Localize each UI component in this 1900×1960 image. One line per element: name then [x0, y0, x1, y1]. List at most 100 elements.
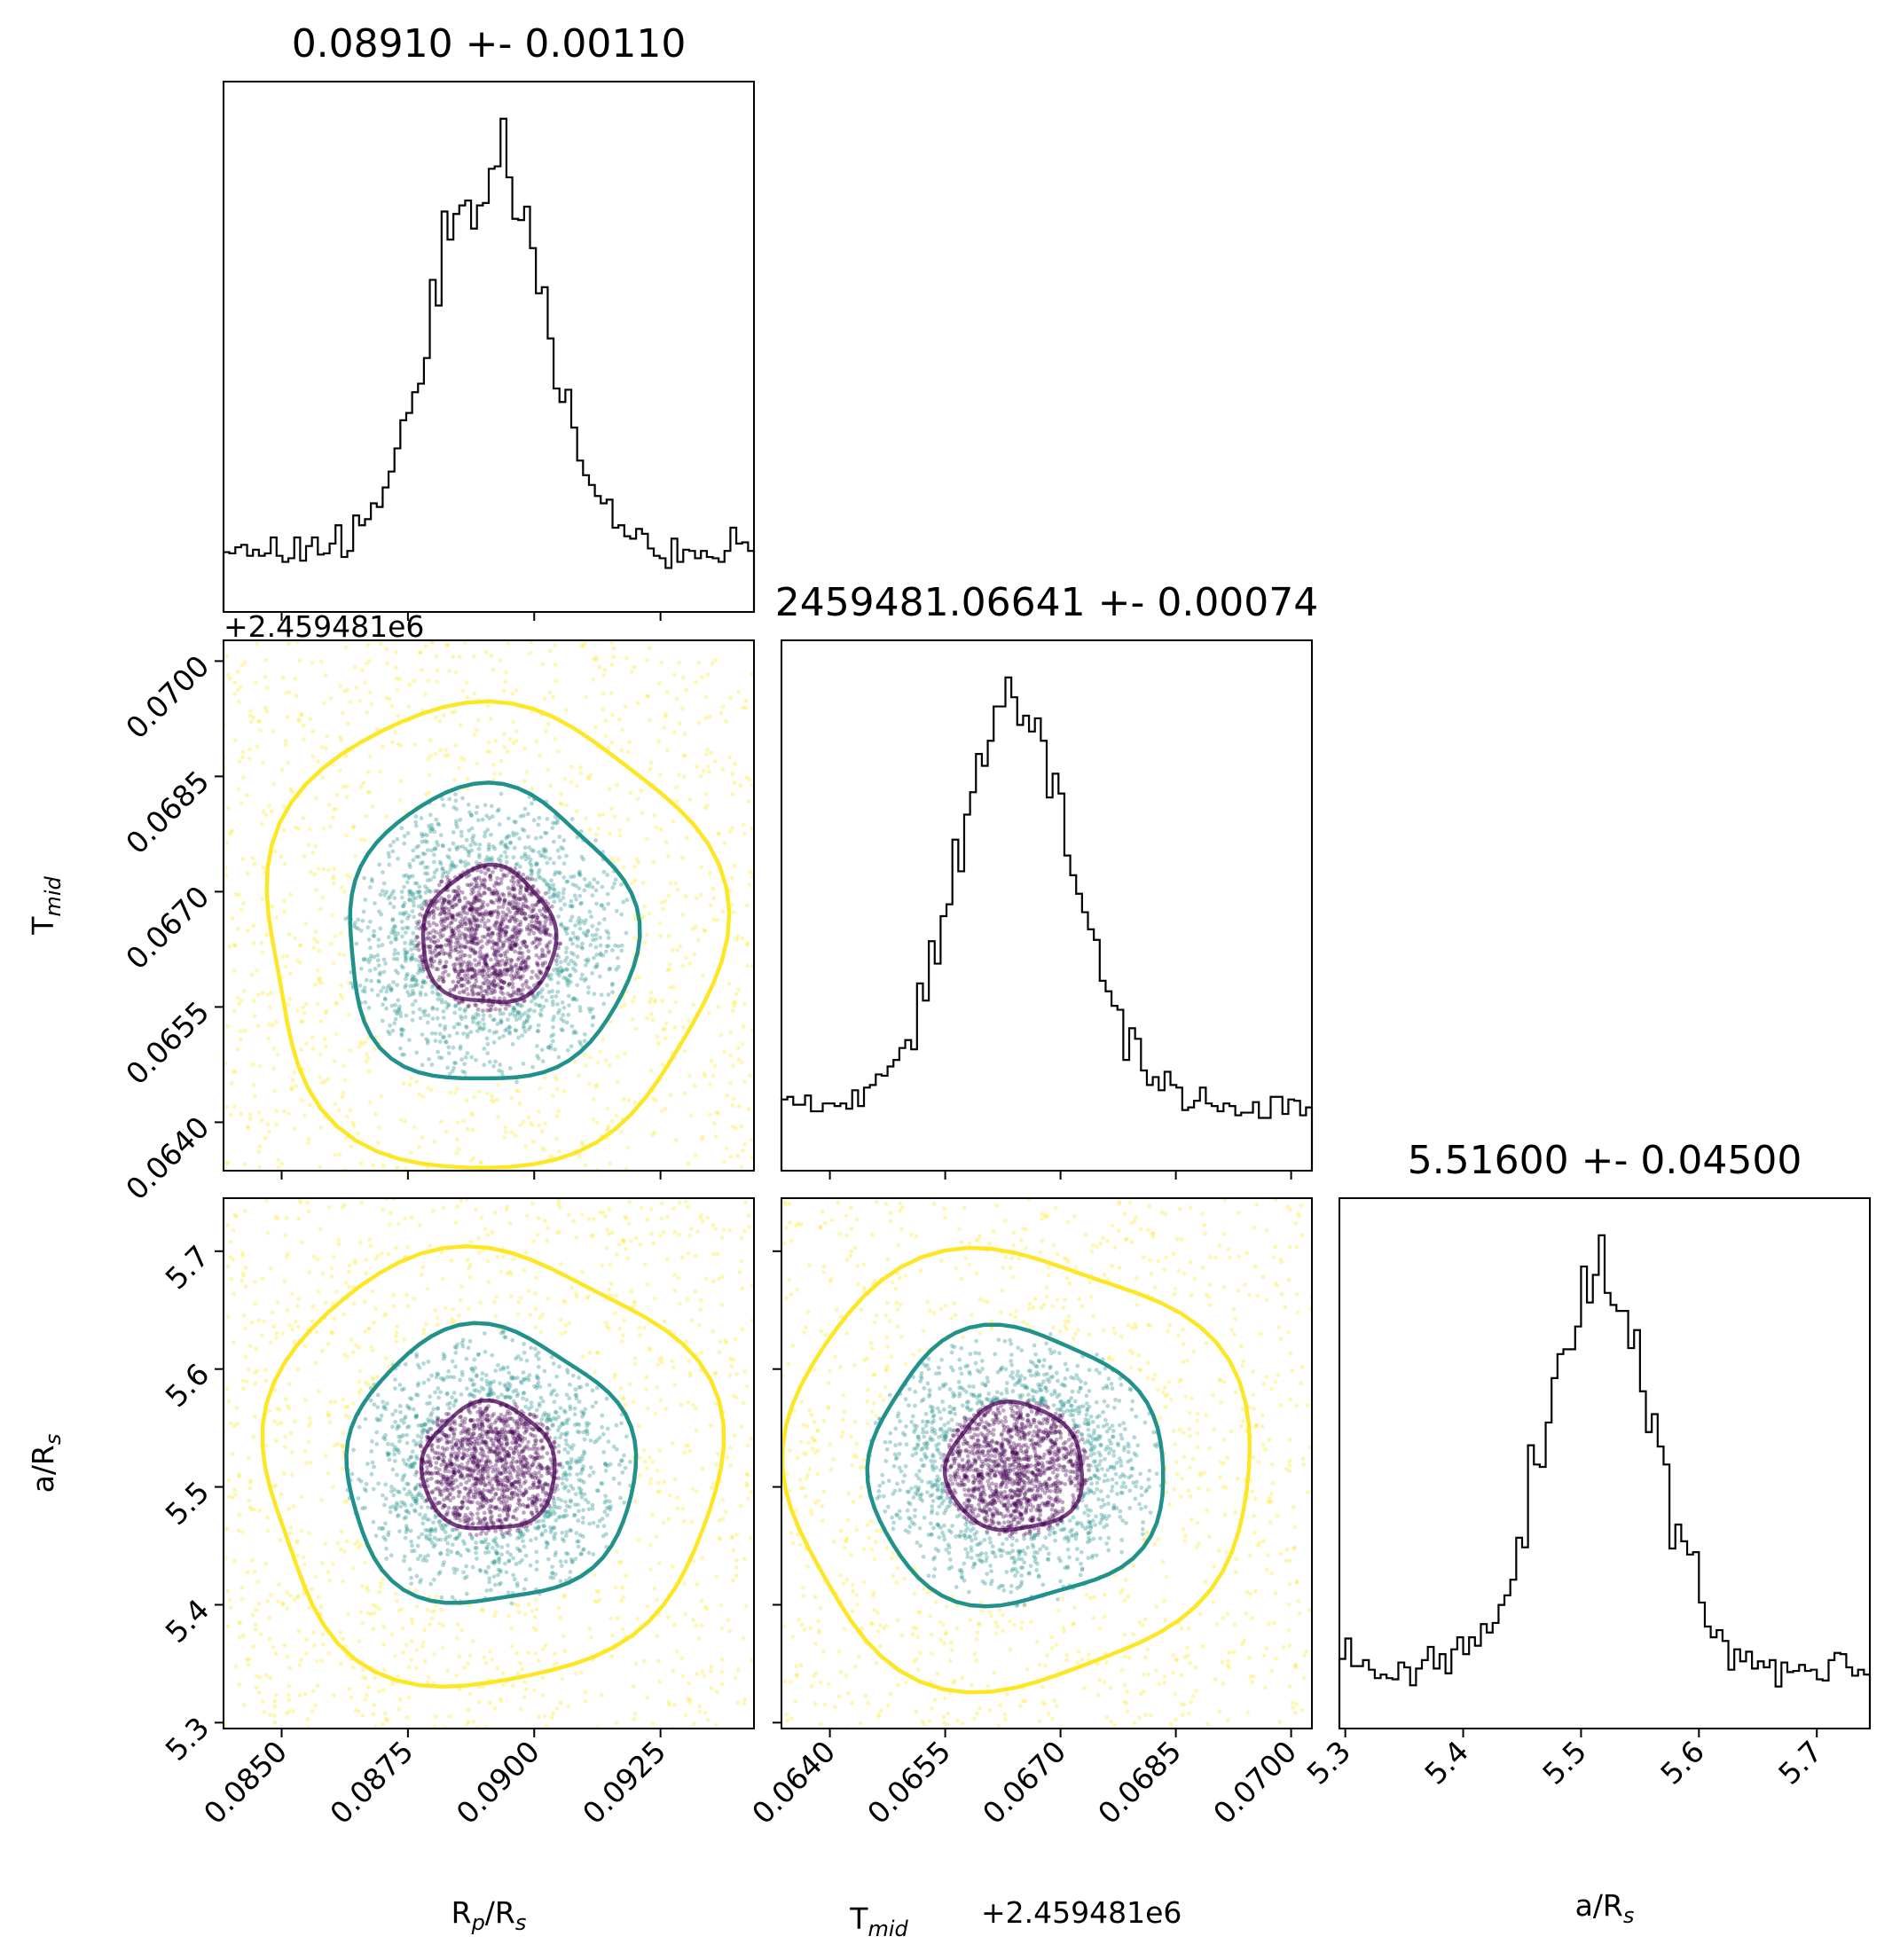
scatter-point — [431, 859, 436, 865]
scatter-point — [341, 784, 346, 789]
scatter-point — [556, 1605, 561, 1611]
scatter-point — [440, 874, 445, 880]
scatter-point — [469, 984, 475, 989]
scatter-point — [583, 1497, 588, 1502]
scatter-point — [498, 932, 503, 937]
scatter-point — [297, 718, 302, 724]
scatter-point — [453, 1350, 459, 1355]
scatter-point — [561, 896, 566, 900]
scatter-point — [444, 964, 448, 969]
scatter-point — [491, 892, 497, 897]
scatter-point — [679, 855, 685, 860]
scatter-point — [581, 643, 585, 647]
scatter-point — [360, 988, 365, 993]
scatter-point — [580, 945, 585, 951]
scatter-point — [234, 1406, 239, 1410]
scatter-point — [503, 953, 508, 959]
scatter-point — [457, 924, 461, 929]
scatter-point — [446, 901, 451, 906]
scatter-point — [511, 1007, 516, 1012]
scatter-point — [746, 1107, 751, 1111]
scatter-point — [577, 871, 582, 875]
scatter-point — [487, 887, 491, 892]
scatter-point — [518, 951, 523, 956]
scatter-point — [310, 1709, 315, 1714]
scatter-point — [469, 826, 475, 831]
scatter-point — [317, 979, 322, 984]
scatter-point — [423, 980, 428, 985]
scatter-point — [606, 930, 611, 936]
scatter-point — [621, 1332, 625, 1337]
scatter-point — [478, 956, 483, 961]
scatter-point — [399, 895, 404, 900]
scatter-point — [524, 769, 530, 774]
scatter-point — [571, 997, 577, 1001]
scatter-point — [486, 928, 491, 932]
scatter-point — [655, 1385, 660, 1390]
scatter-point — [608, 1161, 613, 1166]
scatter-point — [253, 1279, 257, 1284]
scatter-point — [502, 731, 506, 736]
scatter-point — [570, 997, 575, 1002]
scatter-point — [288, 892, 293, 898]
scatter-point — [433, 1039, 438, 1043]
scatter-point — [403, 1502, 408, 1508]
scatter-panel-0-2: 5.35.45.55.65.7 — [159, 1197, 755, 1768]
scatter-point — [730, 1124, 735, 1129]
scatter-point — [583, 933, 588, 938]
scatter-point — [681, 1518, 687, 1524]
scatter-point — [446, 910, 451, 914]
scatter-point — [577, 1478, 582, 1483]
scatter-point — [286, 1002, 290, 1007]
scatter-point — [383, 1356, 389, 1360]
scatter-point — [587, 827, 593, 832]
scatter-point — [527, 876, 532, 882]
scatter-point — [372, 954, 377, 960]
scatter-point — [380, 1721, 385, 1727]
scatter-point — [609, 1293, 615, 1298]
scatter-point — [474, 979, 479, 984]
scatter-point — [566, 1705, 571, 1709]
scatter-point — [575, 1294, 579, 1299]
scatter-point — [447, 1033, 452, 1039]
scatter-point — [267, 804, 271, 809]
scatter-point — [231, 1340, 236, 1345]
scatter-point — [603, 1494, 608, 1499]
scatter-point — [420, 851, 426, 856]
scatter-point — [485, 927, 491, 932]
scatter-point — [466, 1719, 471, 1724]
scatter-point — [581, 1508, 585, 1513]
scatter-point — [486, 844, 491, 850]
scatter-point — [271, 1419, 277, 1424]
scatter-point — [536, 1356, 541, 1361]
scatter-point — [645, 1015, 649, 1021]
scatter-point — [502, 967, 507, 972]
scatter-point — [464, 680, 469, 685]
scatter-point — [445, 854, 450, 858]
scatter-point — [434, 1603, 438, 1607]
scatter-point — [497, 1582, 502, 1587]
scatter-point — [469, 966, 475, 971]
scatter-point — [682, 732, 687, 736]
scatter-point — [506, 1017, 510, 1023]
scatter-point — [443, 916, 448, 921]
scatter-point — [575, 809, 579, 814]
scatter-point — [409, 977, 414, 983]
scatter-point — [528, 1121, 533, 1125]
scatter-point — [428, 890, 433, 894]
scatter-point — [507, 1066, 513, 1070]
scatter-point — [574, 1031, 578, 1036]
scatter-point — [387, 1457, 392, 1462]
scatter-point — [557, 1229, 562, 1235]
scatter-point — [502, 961, 507, 967]
scatter-point — [578, 901, 583, 906]
scatter-point — [422, 1008, 428, 1014]
scatter-point — [496, 807, 501, 812]
scatter-point — [310, 754, 316, 759]
scatter-point — [335, 1541, 341, 1546]
scatter-point — [441, 1205, 446, 1211]
scatter-point — [648, 1454, 653, 1460]
scatter-point — [718, 1032, 724, 1038]
scatter-point — [699, 1136, 704, 1141]
scatter-point — [432, 1651, 437, 1657]
